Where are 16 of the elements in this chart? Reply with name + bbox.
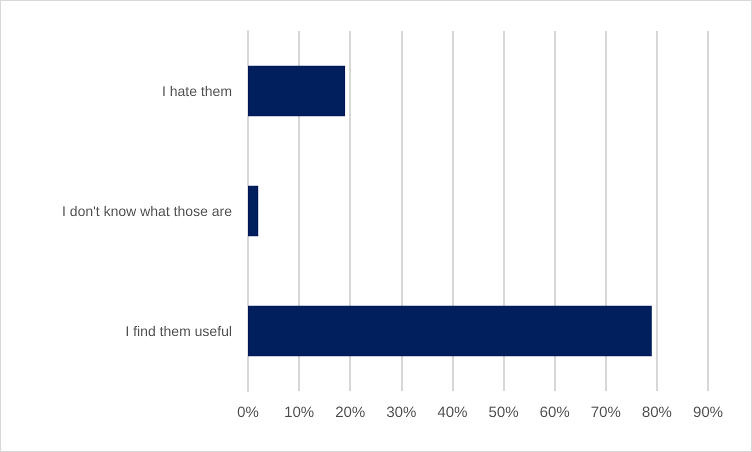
- x-tick-label: 70%: [590, 404, 621, 421]
- x-tick-label: 50%: [488, 404, 519, 421]
- y-tick-label: I don't know what those are: [62, 203, 232, 219]
- bar: [248, 186, 258, 236]
- x-tick-label: 20%: [335, 404, 366, 421]
- x-tick-label: 10%: [284, 404, 314, 421]
- bar: [248, 66, 346, 116]
- x-tick-label: 90%: [692, 404, 724, 421]
- bar: [248, 306, 652, 356]
- x-tick-label: 0%: [237, 404, 259, 421]
- y-tick-label: I find them useful: [125, 323, 232, 339]
- x-tick-label: 30%: [386, 404, 416, 421]
- y-tick-label: I hate them: [162, 83, 232, 99]
- x-tick-label: 60%: [540, 404, 570, 421]
- x-tick-label: 80%: [642, 404, 672, 421]
- x-tick-label: 40%: [437, 404, 468, 421]
